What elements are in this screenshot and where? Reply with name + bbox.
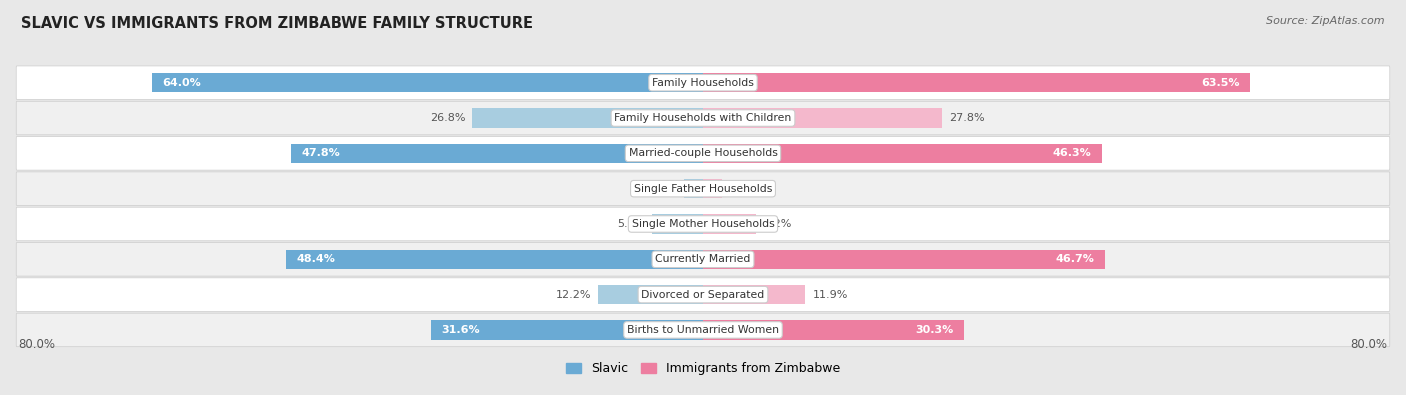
Text: 6.2%: 6.2% — [763, 219, 792, 229]
Bar — [652, 214, 703, 234]
Text: Divorced or Separated: Divorced or Separated — [641, 290, 765, 300]
Bar — [703, 214, 756, 234]
Text: SLAVIC VS IMMIGRANTS FROM ZIMBABWE FAMILY STRUCTURE: SLAVIC VS IMMIGRANTS FROM ZIMBABWE FAMIL… — [21, 16, 533, 31]
Text: Single Mother Households: Single Mother Households — [631, 219, 775, 229]
Bar — [291, 144, 703, 163]
Bar — [703, 144, 1102, 163]
Text: 64.0%: 64.0% — [162, 78, 201, 88]
Bar — [287, 250, 703, 269]
Text: 63.5%: 63.5% — [1201, 78, 1240, 88]
Legend: Slavic, Immigrants from Zimbabwe: Slavic, Immigrants from Zimbabwe — [561, 357, 845, 380]
Bar — [703, 320, 965, 340]
Text: 2.2%: 2.2% — [728, 184, 758, 194]
Text: 46.3%: 46.3% — [1053, 149, 1091, 158]
Text: 12.2%: 12.2% — [555, 290, 591, 300]
Text: 47.8%: 47.8% — [302, 149, 340, 158]
FancyBboxPatch shape — [17, 172, 1389, 205]
Text: Currently Married: Currently Married — [655, 254, 751, 264]
Bar — [703, 179, 721, 198]
Text: Family Households with Children: Family Households with Children — [614, 113, 792, 123]
Bar — [598, 285, 703, 304]
FancyBboxPatch shape — [17, 278, 1389, 311]
FancyBboxPatch shape — [17, 66, 1389, 100]
Bar — [685, 179, 703, 198]
Text: 48.4%: 48.4% — [297, 254, 336, 264]
FancyBboxPatch shape — [17, 207, 1389, 241]
Bar — [152, 73, 703, 92]
Text: 27.8%: 27.8% — [949, 113, 986, 123]
Text: Births to Unmarried Women: Births to Unmarried Women — [627, 325, 779, 335]
Bar — [430, 320, 703, 340]
Text: 30.3%: 30.3% — [915, 325, 953, 335]
Bar — [703, 73, 1250, 92]
FancyBboxPatch shape — [17, 137, 1389, 170]
FancyBboxPatch shape — [17, 243, 1389, 276]
Text: 80.0%: 80.0% — [1351, 338, 1388, 351]
Text: 5.9%: 5.9% — [617, 219, 645, 229]
Text: Family Households: Family Households — [652, 78, 754, 88]
Text: 26.8%: 26.8% — [430, 113, 465, 123]
Text: 11.9%: 11.9% — [813, 290, 848, 300]
Bar — [703, 250, 1105, 269]
Text: 31.6%: 31.6% — [441, 325, 479, 335]
Text: Single Father Households: Single Father Households — [634, 184, 772, 194]
Bar — [472, 108, 703, 128]
FancyBboxPatch shape — [17, 313, 1389, 347]
FancyBboxPatch shape — [17, 101, 1389, 135]
Text: 80.0%: 80.0% — [18, 338, 55, 351]
Text: Married-couple Households: Married-couple Households — [628, 149, 778, 158]
Text: Source: ZipAtlas.com: Source: ZipAtlas.com — [1267, 16, 1385, 26]
Bar — [703, 285, 806, 304]
Text: 2.2%: 2.2% — [648, 184, 678, 194]
Text: 46.7%: 46.7% — [1056, 254, 1095, 264]
Bar — [703, 108, 942, 128]
